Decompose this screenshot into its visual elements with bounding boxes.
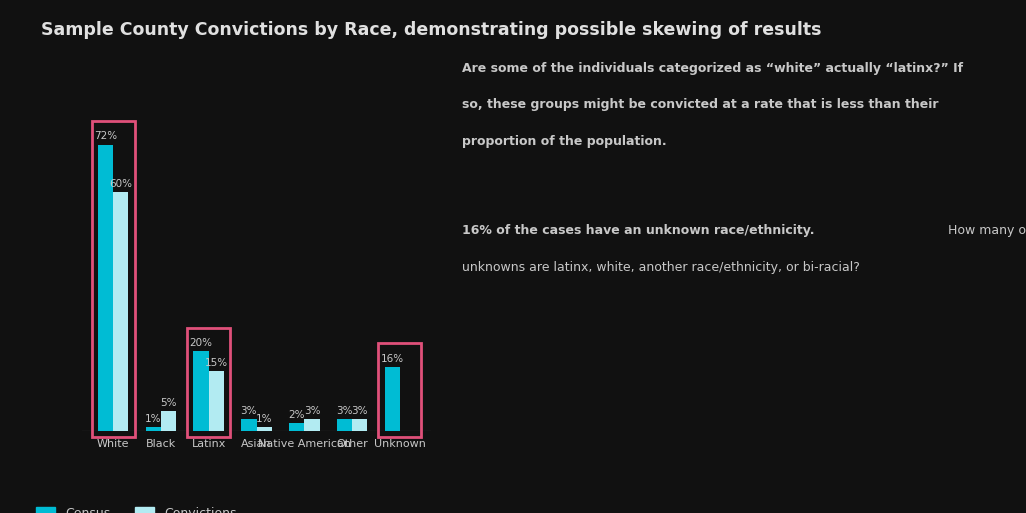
Text: 3%: 3% — [352, 406, 368, 416]
Text: 72%: 72% — [94, 131, 117, 142]
Text: proportion of the population.: proportion of the population. — [462, 135, 666, 148]
Bar — [385, 367, 400, 431]
Text: 60%: 60% — [110, 179, 132, 189]
Text: 3%: 3% — [241, 406, 258, 416]
Text: Are some of the individuals categorized as “white” actually “latinx?” If: Are some of the individuals categorized … — [462, 62, 962, 74]
Text: How many of the: How many of the — [944, 224, 1026, 236]
Bar — [256, 427, 272, 431]
Bar — [337, 419, 352, 431]
Text: 3%: 3% — [304, 406, 320, 416]
Bar — [113, 192, 128, 431]
Bar — [146, 427, 161, 431]
Text: 3%: 3% — [337, 406, 353, 416]
Legend: Census, Convictions: Census, Convictions — [36, 507, 236, 513]
Bar — [379, 344, 422, 437]
Text: 2%: 2% — [288, 410, 305, 420]
Text: 16%: 16% — [381, 354, 404, 364]
Text: 16% of the cases have an unknown race/ethnicity.: 16% of the cases have an unknown race/et… — [462, 224, 815, 236]
Bar — [91, 121, 134, 437]
Bar — [289, 423, 305, 431]
Text: 1%: 1% — [255, 414, 272, 424]
Bar — [194, 351, 208, 431]
Text: unknowns are latinx, white, another race/ethnicity, or bi-racial?: unknowns are latinx, white, another race… — [462, 261, 860, 273]
Bar — [241, 419, 256, 431]
Text: 1%: 1% — [145, 414, 161, 424]
Text: 5%: 5% — [160, 398, 176, 408]
Bar — [97, 145, 113, 431]
Bar — [208, 371, 224, 431]
Bar — [187, 328, 230, 437]
Bar — [305, 419, 319, 431]
Text: 15%: 15% — [205, 358, 228, 368]
Text: so, these groups might be convicted at a rate that is less than their: so, these groups might be convicted at a… — [462, 98, 938, 111]
Text: 20%: 20% — [190, 338, 212, 348]
Bar — [161, 411, 176, 431]
Bar — [352, 419, 367, 431]
Text: Sample County Convictions by Race, demonstrating possible skewing of results: Sample County Convictions by Race, demon… — [41, 21, 822, 38]
